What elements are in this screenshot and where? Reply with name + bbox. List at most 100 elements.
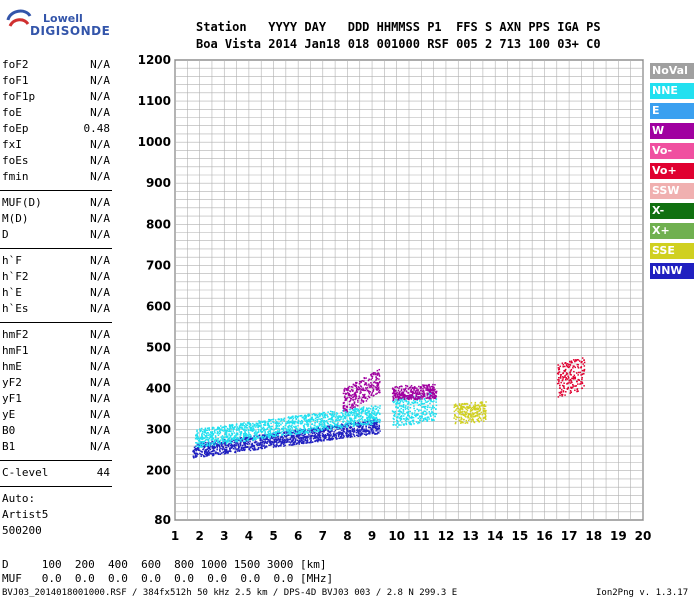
echo-point: [293, 443, 296, 446]
echo-point: [349, 422, 352, 425]
echo-point: [470, 414, 472, 416]
echo-point: [476, 411, 479, 413]
echo-point: [458, 409, 461, 411]
echo-point: [428, 397, 431, 399]
echo-point: [465, 406, 468, 408]
echo-point: [345, 422, 347, 424]
echo-point: [197, 444, 199, 447]
echo-point: [251, 425, 254, 427]
echo-point: [216, 448, 218, 451]
echo-point: [280, 442, 282, 444]
echo-point: [471, 406, 474, 409]
echo-point: [306, 442, 308, 444]
echo-point: [361, 416, 364, 419]
echo-point: [198, 445, 200, 448]
echo-point: [264, 433, 266, 435]
echo-point: [468, 413, 471, 415]
echo-point: [316, 435, 319, 437]
echo-point: [298, 441, 301, 444]
echo-point: [283, 435, 286, 437]
echo-point: [343, 428, 345, 430]
echo-point: [360, 432, 363, 435]
echo-point: [349, 414, 351, 416]
echo-point: [204, 434, 207, 437]
param-value: N/A: [90, 376, 110, 389]
echo-point: [295, 417, 297, 420]
echo-point: [398, 387, 400, 390]
echo-point: [307, 424, 310, 426]
echo-point: [327, 438, 330, 441]
echo-point: [367, 423, 369, 425]
echo-point: [365, 387, 367, 389]
echo-point: [358, 433, 361, 435]
echo-point: [369, 423, 372, 426]
echo-point: [332, 413, 334, 415]
echo-point: [253, 423, 255, 426]
echo-point: [284, 435, 286, 438]
echo-point: [335, 426, 337, 428]
echo-point: [366, 420, 368, 423]
echo-point: [209, 436, 211, 439]
echo-point: [234, 451, 237, 454]
echo-point: [283, 431, 286, 434]
echo-point: [415, 414, 417, 417]
echo-point: [307, 415, 310, 417]
echo-point: [411, 396, 413, 399]
echo-point: [226, 444, 229, 447]
echo-point: [419, 386, 422, 388]
echo-point: [558, 371, 561, 373]
echo-point: [365, 428, 367, 430]
x-tick-label: 15: [511, 529, 528, 543]
echo-point: [331, 427, 333, 430]
echo-point: [463, 414, 466, 416]
echo-point: [402, 393, 404, 395]
echo-point: [432, 395, 434, 397]
echo-point: [248, 438, 251, 441]
echo-point: [241, 438, 243, 440]
echo-point: [265, 428, 267, 431]
echo-point: [275, 423, 278, 425]
echo-point: [239, 449, 241, 451]
echo-point: [258, 420, 260, 422]
echo-point: [228, 425, 231, 428]
echo-point: [356, 431, 359, 433]
echo-point: [484, 405, 487, 407]
echo-point: [292, 434, 294, 437]
echo-point: [352, 404, 355, 407]
echo-point: [343, 396, 346, 398]
echo-point: [290, 435, 293, 437]
echo-point: [308, 413, 310, 416]
echo-point: [208, 443, 211, 446]
echo-point: [330, 437, 333, 440]
echo-point: [355, 381, 357, 384]
legend-item-w: W: [650, 123, 694, 139]
echo-point: [419, 387, 422, 389]
echo-point: [402, 412, 405, 414]
echo-point: [417, 422, 419, 425]
echo-point: [291, 420, 293, 422]
echo-point: [582, 363, 584, 365]
echo-point: [301, 431, 304, 433]
echo-point: [253, 444, 255, 447]
echo-point: [369, 386, 371, 389]
echo-point: [408, 402, 410, 405]
echo-point: [273, 438, 275, 440]
echo-point: [360, 423, 362, 425]
echo-point: [285, 438, 288, 440]
echo-point: [268, 430, 270, 432]
echo-point: [321, 430, 323, 433]
echo-point: [330, 427, 332, 429]
echo-point: [249, 449, 252, 452]
echo-point: [271, 435, 273, 438]
echo-point: [353, 435, 356, 437]
echo-point: [267, 423, 270, 426]
echo-point: [240, 446, 243, 449]
echo-point: [201, 438, 203, 441]
echo-point: [461, 411, 463, 413]
echo-point: [368, 391, 370, 393]
echo-point: [400, 399, 403, 401]
echo-point: [581, 387, 583, 389]
echo-point: [262, 434, 264, 436]
echo-point: [314, 427, 317, 430]
echo-point: [473, 416, 475, 418]
